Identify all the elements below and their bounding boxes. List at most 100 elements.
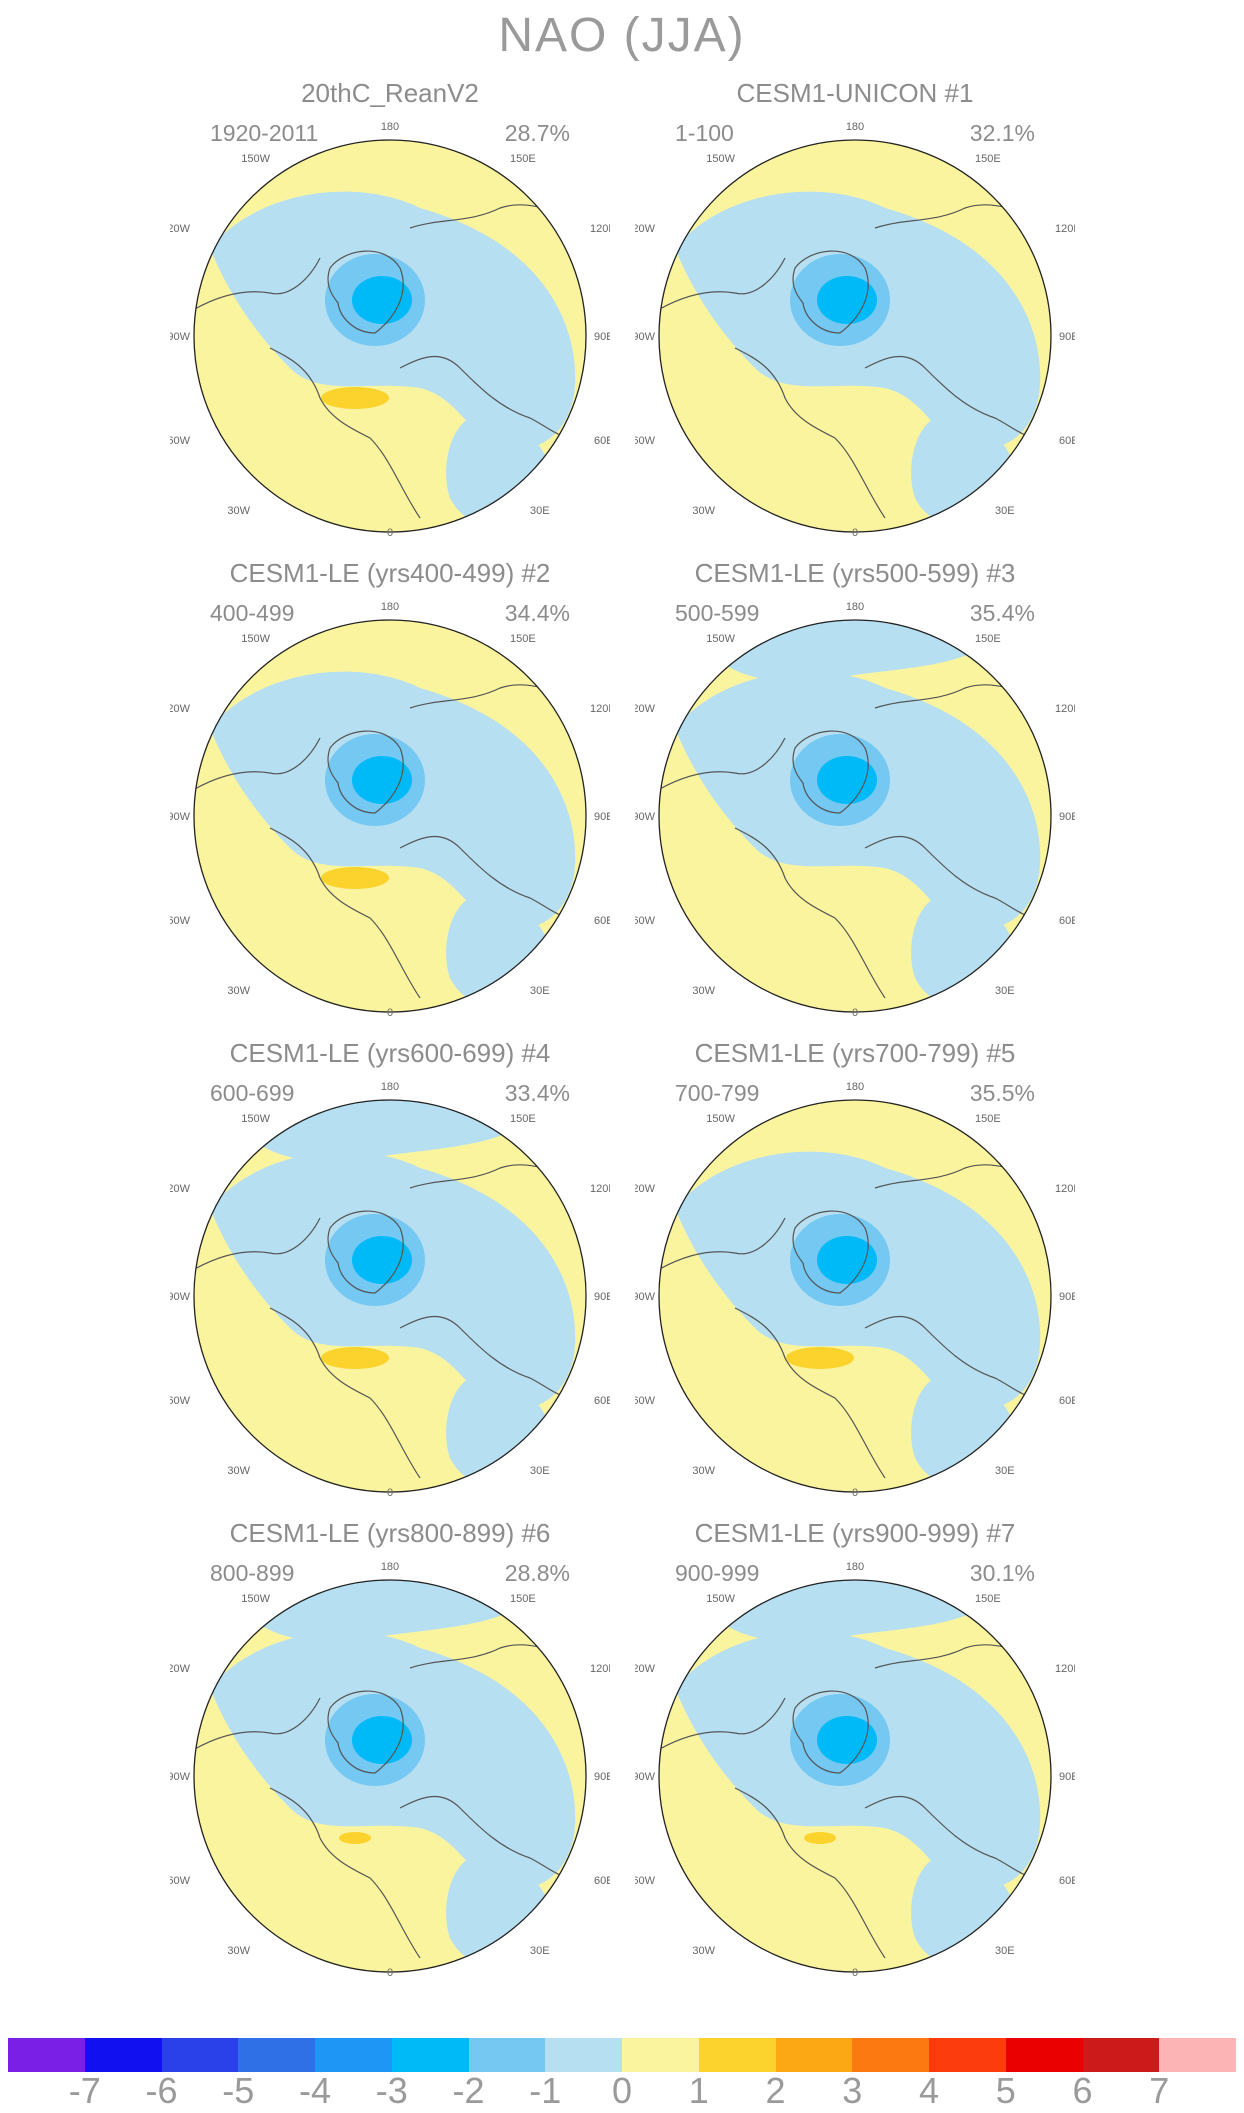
colorbar-tick-label: 7 xyxy=(1149,2070,1170,2111)
longitude-label: 120E xyxy=(1055,223,1075,235)
panel-title: CESM1-LE (yrs800-899) #6 xyxy=(229,1518,551,1548)
low-pressure-core xyxy=(817,276,877,324)
longitude-label: 60W xyxy=(170,915,191,927)
panel-title: CESM1-UNICON #1 xyxy=(736,78,974,108)
panel-period: 500-599 xyxy=(675,600,760,626)
map-panel: 20thC_ReanV2 1920-2011 28.7% 180 150W 150E 120… xyxy=(170,78,610,538)
colorbar-swatch xyxy=(698,2038,776,2072)
colorbar-tick-label: 1 xyxy=(688,2070,709,2111)
longitude-label: 30W xyxy=(692,1465,715,1477)
map-boundary xyxy=(193,139,587,533)
longitude-label: 150W xyxy=(241,633,270,645)
greenland-coastline xyxy=(327,250,404,334)
longitude-label: 60W xyxy=(170,435,191,447)
map-panel: CESM1-LE (yrs500-599) #3 500-599 35.4% 180 1… xyxy=(635,558,1075,1018)
map-boundary xyxy=(193,619,587,1013)
panel-variance-explained: 28.7% xyxy=(504,120,570,146)
longitude-label: 180 xyxy=(846,601,864,613)
panel-variance-explained: 32.1% xyxy=(969,120,1035,146)
high-pressure-center xyxy=(786,1347,854,1369)
longitude-label: 60E xyxy=(1059,915,1075,927)
greenland-coastline xyxy=(327,1690,404,1774)
colorbar-swatch xyxy=(468,2038,546,2072)
longitude-label: 0 xyxy=(852,1007,858,1018)
americas-coastline xyxy=(659,1697,886,1959)
colorbar-labels: -7 -6 -5 -4 -3 -2 -1 0 1 2 3 4 5 6 7 xyxy=(8,2070,1236,2111)
longitude-label: 150E xyxy=(975,1113,1001,1125)
colorbar-swatch xyxy=(315,2038,392,2072)
americas-coastline xyxy=(659,257,886,519)
longitude-label: 90E xyxy=(1059,331,1075,343)
panel-title: CESM1-LE (yrs500-599) #3 xyxy=(694,558,1016,588)
longitude-label: 60W xyxy=(635,1875,656,1887)
longitude-label: 30W xyxy=(227,505,250,517)
low-pressure-core xyxy=(817,1236,877,1284)
colorbar-tick-label: -5 xyxy=(222,2070,255,2111)
greenland-coastline xyxy=(327,730,404,814)
longitude-label: 180 xyxy=(381,1081,399,1093)
longitude-label: 30W xyxy=(692,505,715,517)
panel-period: 1920-2011 xyxy=(210,120,319,146)
longitude-label: 90W xyxy=(635,1291,656,1303)
longitude-label: 90W xyxy=(170,811,191,823)
colorbar-swatch xyxy=(852,2038,929,2072)
americas-coastline xyxy=(194,1217,421,1479)
colorbar-tick-label: -6 xyxy=(145,2070,178,2111)
longitude-label: 30E xyxy=(530,505,550,517)
longitude-label: 120W xyxy=(170,1663,191,1675)
longitude-label: 180 xyxy=(846,121,864,133)
colorbar-tick-label: -4 xyxy=(298,2070,332,2111)
greenland-coastline xyxy=(792,1690,869,1774)
longitude-label: 60W xyxy=(170,1875,191,1887)
map-boundary xyxy=(658,619,1052,1013)
map-boundary xyxy=(658,139,1052,533)
colorbar-swatch xyxy=(84,2038,162,2072)
panel-title: CESM1-LE (yrs900-999) #7 xyxy=(694,1518,1016,1548)
panel-title: CESM1-LE (yrs700-799) #5 xyxy=(694,1038,1016,1068)
longitude-label: 150W xyxy=(706,633,735,645)
high-pressure-center xyxy=(321,1347,389,1369)
panel-period: 600-699 xyxy=(210,1080,295,1106)
colorbar-swatch xyxy=(161,2038,239,2072)
longitude-label: 60E xyxy=(1059,435,1075,447)
longitude-label: 30E xyxy=(995,505,1015,517)
longitude-label: 30W xyxy=(692,1945,715,1957)
low-pressure-core xyxy=(352,756,412,804)
panel-variance-explained: 35.4% xyxy=(969,600,1035,626)
longitude-label: 90E xyxy=(594,1291,610,1303)
colorbar-tick-label: 4 xyxy=(918,2070,940,2111)
low-pressure-core xyxy=(352,1236,412,1284)
longitude-label: 120W xyxy=(170,1183,191,1195)
panel-variance-explained: 35.5% xyxy=(969,1080,1035,1106)
high-pressure-center xyxy=(321,387,389,409)
map-panel: CESM1-LE (yrs600-699) #4 600-699 33.4% 180 1… xyxy=(170,1038,610,1498)
longitude-label: 90W xyxy=(170,1291,191,1303)
colorbar-swatch xyxy=(622,2038,699,2072)
longitude-label: 150E xyxy=(510,1593,536,1605)
longitude-label: 60W xyxy=(170,1395,191,1407)
americas-coastline xyxy=(659,1217,886,1479)
polar-map: 180 150W 150E 120W 120E 90W 90E 60W 60E 30W 30E 0 xyxy=(635,1081,1075,1498)
longitude-label: 0 xyxy=(387,1007,393,1018)
longitude-label: 30E xyxy=(530,985,550,997)
low-pressure-core xyxy=(352,1716,412,1764)
colorbar-tick-label: 6 xyxy=(1072,2070,1093,2111)
colorbar-tick-label: 2 xyxy=(765,2070,786,2111)
longitude-label: 0 xyxy=(387,1967,393,1978)
map-panel: CESM1-LE (yrs900-999) #7 900-999 30.1% 180 1… xyxy=(635,1518,1075,1978)
map-boundary xyxy=(658,1579,1052,1973)
longitude-label: 90E xyxy=(1059,1771,1075,1783)
longitude-label: 120W xyxy=(635,223,656,235)
high-pressure-center xyxy=(321,867,389,889)
longitude-label: 180 xyxy=(381,121,399,133)
low-pressure-core xyxy=(352,276,412,324)
polar-map: 180 150W 150E 120W 120E 90W 90E 60W 60E 30W 30E 0 xyxy=(170,1561,610,1978)
map-panel: CESM1-LE (yrs400-499) #2 400-499 34.4% 180 1… xyxy=(170,558,610,1018)
longitude-label: 90E xyxy=(1059,811,1075,823)
longitude-label: 30E xyxy=(530,1945,550,1957)
longitude-label: 60E xyxy=(594,435,610,447)
longitude-label: 150E xyxy=(975,633,1001,645)
longitude-label: 150W xyxy=(706,1113,735,1125)
longitude-label: 120W xyxy=(170,223,191,235)
longitude-label: 60E xyxy=(1059,1875,1075,1887)
